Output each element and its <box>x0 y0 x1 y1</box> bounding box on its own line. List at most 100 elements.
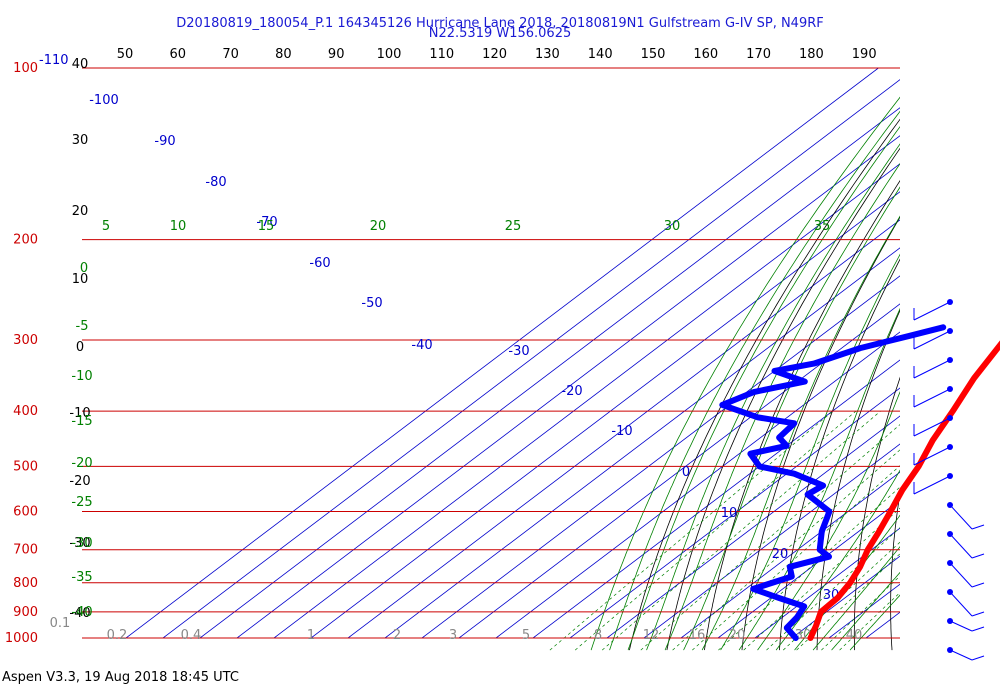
dry-adiabat-line <box>629 118 900 651</box>
wind-barb-staff <box>949 620 973 632</box>
isotherm-line <box>532 359 900 639</box>
isotherm-line <box>569 387 900 639</box>
mixing-ratio-line <box>692 465 900 651</box>
isotherm-line <box>495 331 900 639</box>
wind-barb-staff <box>949 504 973 530</box>
pressure-label: 500 <box>13 459 38 474</box>
isotherm-label: -10 <box>611 424 632 439</box>
dry-adiabat-line <box>926 42 1000 650</box>
moist-adiabat-label: 0 <box>80 261 88 276</box>
isotherm-label: -50 <box>361 296 382 311</box>
left-axis-label: 20 <box>72 204 89 219</box>
moist-adiabat-label: 25 <box>505 219 522 234</box>
isotherm-line <box>199 107 900 639</box>
wind-barb-staff <box>913 475 951 495</box>
mixing-ratio-line <box>574 410 857 651</box>
left-axis-label: 40 <box>72 57 89 72</box>
pressure-label: 200 <box>13 233 38 248</box>
moist-adiabat-line <box>720 253 900 651</box>
wind-barb-staff <box>913 388 951 408</box>
pressure-label: 300 <box>13 333 38 348</box>
wind-barb-staff <box>913 359 951 379</box>
moist-adiabat-label: 30 <box>664 219 681 234</box>
wind-barb-staff <box>949 562 973 588</box>
mixing-ratio-label: 12 <box>643 628 660 643</box>
isotherm-label: -20 <box>561 384 582 399</box>
pressure-label: 1000 <box>5 631 38 646</box>
dry-adiabat-line <box>741 216 900 651</box>
moist-adiabat-label: 5 <box>102 219 110 234</box>
dry-adiabat-line <box>666 147 900 651</box>
theta-top-label: 120 <box>482 47 507 62</box>
wind-barb-flag <box>971 611 985 617</box>
wind-barb <box>947 647 985 661</box>
footer-text: Aspen V3.3, 19 Aug 2018 18:45 UTC <box>2 670 239 685</box>
wind-barb <box>913 415 953 437</box>
moist-adiabat-label: 20 <box>370 219 387 234</box>
pressure-label: 700 <box>13 543 38 558</box>
isotherm-line <box>680 471 900 639</box>
wind-barb <box>947 502 985 530</box>
isotherm-line <box>754 527 900 639</box>
mixing-ratio-label: 30 <box>795 628 812 643</box>
wind-barb <box>913 328 953 350</box>
wind-barb-staff <box>913 330 951 350</box>
mixing-ratio-label: 0.1 <box>50 616 71 631</box>
theta-top-label: 90 <box>328 47 345 62</box>
left-axis-label: -30 <box>69 536 90 551</box>
wind-barb-flag <box>971 655 985 661</box>
temperature-profile-line <box>807 340 1000 641</box>
moist-adiabat-label: -15 <box>71 414 92 429</box>
wind-barb-flag <box>971 553 985 559</box>
moist-adiabat-line <box>609 110 900 651</box>
mixing-ratio-label: 0.2 <box>107 628 128 643</box>
chart-grid <box>82 42 1000 651</box>
moist-adiabat-label: -5 <box>76 319 89 334</box>
left-axis-label: -40 <box>69 606 90 621</box>
mixing-ratio-label: 0.4 <box>181 628 202 643</box>
mixing-ratio-label: 3 <box>449 628 457 643</box>
dewpoint-profile-line <box>719 324 947 641</box>
wind-barb <box>947 531 985 559</box>
isotherm-line <box>125 68 879 639</box>
moist-adiabat-label: -25 <box>71 495 92 510</box>
moist-adiabat-label: -10 <box>71 369 92 384</box>
mixing-ratio-line <box>549 410 834 651</box>
isotherm-line <box>162 79 900 639</box>
moist-adiabat-line <box>701 215 900 651</box>
mixing-ratio-label: 5 <box>522 628 530 643</box>
wind-barb-staff <box>913 301 951 321</box>
mixing-ratio-label: 40 <box>846 628 863 643</box>
theta-top-label: 180 <box>799 47 824 62</box>
isotherm-label: -80 <box>205 175 226 190</box>
dry-adiabat-line <box>853 376 900 651</box>
mixing-ratio-line <box>782 541 900 651</box>
theta-top-label: 50 <box>117 47 134 62</box>
dry-adiabat-line <box>890 491 900 651</box>
mixing-ratio-line <box>601 410 881 651</box>
left-axis-label: -20 <box>69 474 90 489</box>
wind-barb <box>913 473 953 495</box>
wind-barb <box>947 560 985 588</box>
moist-adiabat-label: 15 <box>258 219 275 234</box>
chart-title-line2: N22.5319 W156.0625 <box>428 26 572 41</box>
theta-top-label: 110 <box>429 47 454 62</box>
mixing-ratio-line <box>672 449 900 651</box>
sounding-profiles <box>719 324 1000 641</box>
isotherm-line <box>643 443 900 639</box>
wind-barb <box>947 618 985 632</box>
isotherm-line <box>347 219 900 639</box>
isotherm-line <box>865 611 900 639</box>
pressure-label: 600 <box>13 505 38 520</box>
left-axis-label: 30 <box>72 133 89 148</box>
isotherm-line <box>458 303 900 639</box>
left-axis-label: 0 <box>76 340 84 355</box>
mixing-ratio-label: 20 <box>729 628 746 643</box>
mixing-ratio-label: 16 <box>689 628 706 643</box>
mixing-ratio-label: 1 <box>307 628 315 643</box>
theta-top-label: 160 <box>693 47 718 62</box>
dry-adiabat-line <box>960 42 1000 650</box>
isotherm-label: -90 <box>154 134 175 149</box>
theta-top-label: 170 <box>746 47 771 62</box>
moist-adiabat-line <box>812 546 900 651</box>
